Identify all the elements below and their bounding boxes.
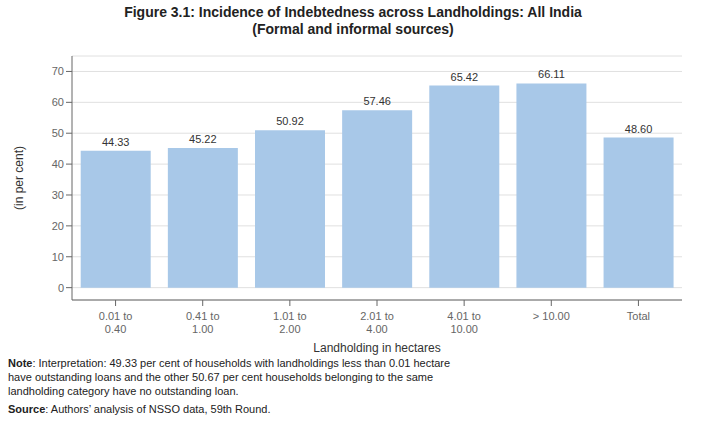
svg-text:40: 40 — [52, 158, 64, 170]
svg-text:50.92: 50.92 — [276, 115, 304, 127]
svg-text:65.42: 65.42 — [451, 71, 479, 83]
html-text:Source: Authors’ analysis of N: Source: Authors’ analysis of NSSO data, … — [8, 403, 271, 415]
svg-text:70: 70 — [52, 65, 64, 77]
svg-text:1.01 to2.00: 1.01 to2.00 — [273, 310, 307, 335]
svg-text:0.41 to1.00: 0.41 to1.00 — [186, 310, 220, 335]
svg-text:(in per cent): (in per cent) — [12, 146, 26, 210]
svg-text:Landholding in hectares: Landholding in hectares — [313, 341, 440, 355]
svg-text:0: 0 — [58, 282, 64, 294]
html-text:(Formal and informal sources): (Formal and informal sources) — [252, 21, 454, 37]
svg-text:30: 30 — [52, 189, 64, 201]
svg-text:44.33: 44.33 — [102, 136, 130, 148]
html-text:Note: Interpretation: 49.33 pe: Note: Interpretation: 49.33 per cent of … — [8, 357, 451, 397]
svg-text:10: 10 — [52, 251, 64, 263]
svg-text:48.60: 48.60 — [625, 123, 653, 135]
svg-text:Total: Total — [627, 310, 650, 322]
svg-text:66.11: 66.11 — [538, 68, 565, 80]
svg-text:45.22: 45.22 — [189, 133, 217, 145]
svg-text:60: 60 — [52, 96, 64, 108]
svg-text:4.01 to10.00: 4.01 to10.00 — [447, 310, 481, 335]
svg-text:20: 20 — [52, 220, 64, 232]
svg-text:57.46: 57.46 — [363, 95, 391, 107]
html-text:Figure 3.1: Incidence of Indeb: Figure 3.1: Incidence of Indebtedness ac… — [124, 4, 582, 20]
svg-text:50: 50 — [52, 127, 64, 139]
svg-text:2.01 to4.00: 2.01 to4.00 — [360, 310, 394, 335]
svg-text:0.01 to0.40: 0.01 to0.40 — [99, 310, 133, 335]
svg-text:> 10.00: > 10.00 — [533, 310, 570, 322]
